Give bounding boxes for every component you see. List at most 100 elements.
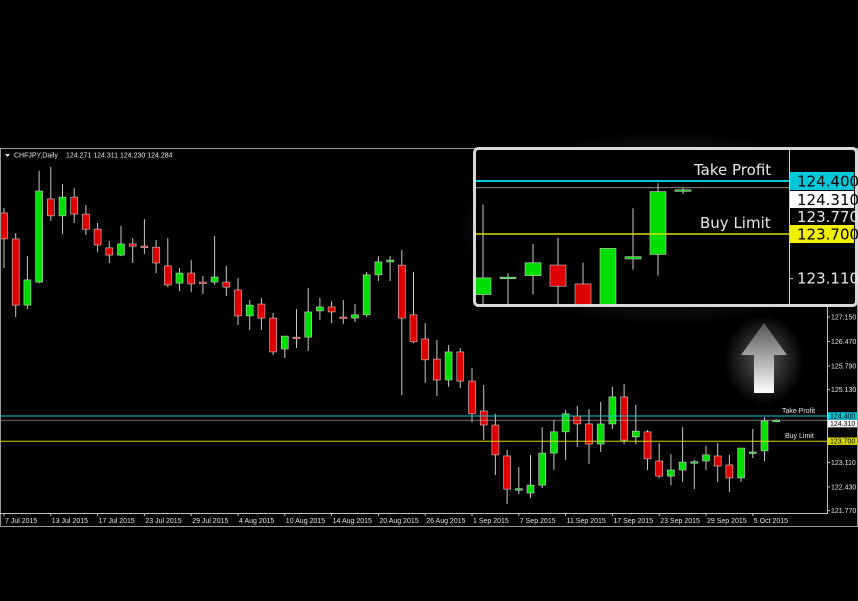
candle-body [316, 306, 324, 312]
price-tick-label: 122.430 [831, 484, 856, 491]
time-tick-label: 29 Jul 2015 [192, 518, 228, 525]
candle [386, 256, 394, 281]
buy-limit-label: Buy Limit [785, 433, 814, 440]
time-axis: 7 Jul 2015 13 Jul 2015 17 Jul 2015 23 Jul 2… [3, 513, 788, 525]
candle-body [23, 279, 32, 306]
candle-body [140, 245, 149, 248]
candle [292, 309, 301, 348]
candle [649, 183, 667, 276]
candle [82, 205, 90, 235]
candle-body [362, 274, 371, 316]
time-tick-label: 17 Jul 2015 [99, 518, 135, 525]
candle [11, 233, 20, 317]
inset-current-price-label: 124.310 [797, 191, 858, 209]
inset-current-price-bg [790, 191, 854, 208]
time-tick-label: 1 Sep 2015 [473, 518, 509, 525]
dropdown-triangle-icon[interactable] [5, 154, 10, 157]
time-tick-label: 23 Sep 2015 [660, 518, 700, 525]
candle [624, 208, 642, 270]
candle-body [82, 213, 90, 230]
current-price-tag: 124.310 [830, 421, 855, 428]
chart-header: CHFJPY,Daily 124.271 124.311 124.230 124… [5, 153, 173, 160]
candle-body [292, 336, 301, 339]
candle-body [503, 455, 511, 490]
candle-body [674, 189, 692, 192]
candle-body [386, 259, 394, 263]
buy-limit-price-tag: 123.700 [830, 439, 855, 446]
candle [433, 340, 441, 396]
candle-body [175, 272, 184, 284]
candle [514, 467, 523, 495]
candle [538, 427, 547, 488]
time-tick-label: 20 Aug 2015 [379, 518, 418, 525]
candle-body [479, 410, 488, 426]
candle [397, 250, 406, 396]
candle [175, 268, 184, 292]
candle-body [269, 317, 277, 353]
symbol-label: CHFJPY,Daily [14, 153, 58, 160]
candle-body [11, 238, 20, 306]
candle [524, 243, 542, 295]
candle [655, 443, 664, 478]
candle [574, 262, 592, 304]
candle-body [649, 191, 667, 255]
take-profit-price-tag: 124.400 [830, 414, 855, 421]
candle [280, 335, 289, 359]
candle-body [1, 212, 8, 240]
candle [187, 260, 195, 293]
candle [374, 256, 383, 281]
candle [93, 223, 102, 252]
candle [674, 187, 692, 194]
candle [128, 238, 137, 263]
inset-take-profit-tag: 124.400 [797, 173, 858, 191]
candle-body [620, 396, 628, 441]
candle-body [476, 277, 492, 295]
candle-body [596, 423, 605, 445]
candle-body [164, 265, 172, 286]
candle-body [760, 420, 769, 452]
candle [70, 188, 78, 224]
candle [599, 248, 617, 304]
candle [152, 239, 160, 274]
candle [58, 184, 67, 234]
candle [643, 430, 652, 470]
candle [257, 297, 266, 330]
candle-body [702, 454, 710, 462]
candle [222, 265, 231, 297]
candle [748, 428, 757, 459]
candle-body [538, 452, 547, 486]
candle [117, 225, 125, 257]
take-profit-price-tag-bg [828, 412, 857, 420]
inset-hidden-price-label: 123.770 [797, 208, 858, 226]
candle-body [643, 431, 652, 460]
candle [421, 323, 430, 383]
candle-body [549, 264, 567, 287]
inset-candles [476, 183, 692, 304]
candle [620, 383, 628, 445]
candle-body [339, 316, 348, 319]
candle [737, 447, 745, 482]
candle-body [187, 272, 195, 285]
candle [667, 454, 675, 486]
candle-body [526, 484, 535, 494]
candle [199, 275, 207, 294]
candle-body [585, 423, 593, 445]
time-tick-label: 14 Aug 2015 [333, 518, 372, 525]
inset-buy-limit-tag: 123.700 [797, 225, 858, 243]
inset-levels: Take Profit Buy Limit 124.400 123.700 124.31… [476, 161, 858, 288]
candle-body [46, 198, 55, 217]
candle [269, 313, 277, 356]
time-tick-label: 13 Jul 2015 [52, 518, 88, 525]
main-levels: Take Profit Buy Limit [0, 408, 827, 442]
time-tick-label: 5 Oct 2015 [754, 518, 788, 525]
candle-body [690, 461, 699, 464]
candle [725, 454, 734, 492]
candle-body [608, 396, 617, 425]
candle-body [491, 424, 500, 456]
candle [316, 297, 324, 320]
candle-body [514, 488, 523, 491]
candle-body [599, 248, 617, 304]
candle-body [199, 281, 207, 284]
candle-body [128, 243, 137, 247]
